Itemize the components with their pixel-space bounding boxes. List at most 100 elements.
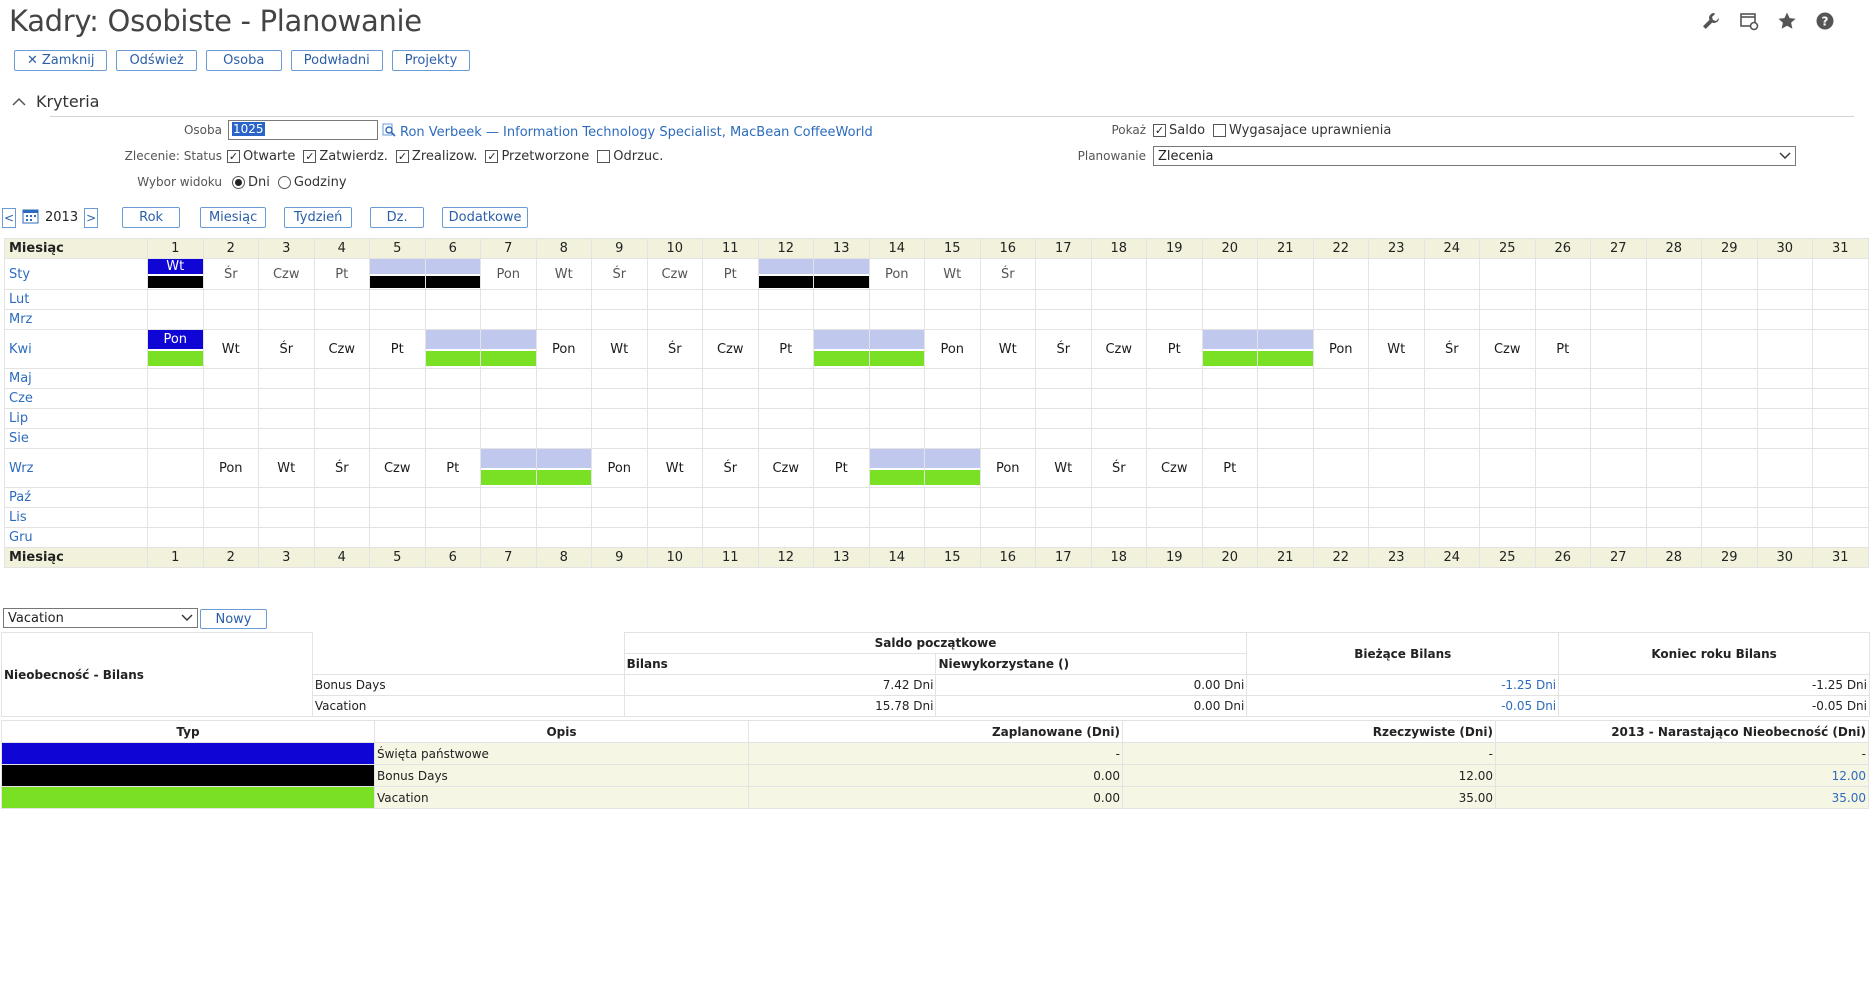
day-cell[interactable] [424,408,481,429]
day-cell[interactable] [1756,408,1813,429]
day-cell[interactable] [1645,388,1702,409]
day-cell[interactable] [1312,368,1369,389]
day-cell[interactable]: Pt [1146,329,1203,369]
day-cell[interactable]: Pon [868,258,925,290]
day-cell[interactable] [202,428,259,449]
day-cell[interactable] [1312,507,1369,528]
day-cell[interactable] [313,428,370,449]
day-cell[interactable] [1645,258,1702,290]
day-cell[interactable]: Czw [258,258,315,290]
row-current-link[interactable]: -0.05 Dni [1246,695,1560,717]
day-cell[interactable] [1312,388,1369,409]
day-cell[interactable] [1756,388,1813,409]
day-cell[interactable] [1756,487,1813,508]
day-cell[interactable]: Śr [1090,448,1147,488]
day-cell[interactable] [1534,258,1591,290]
day-cell[interactable]: Pon [202,448,259,488]
day-cell[interactable] [1590,258,1647,290]
day-cell[interactable] [1590,388,1647,409]
day-cell[interactable] [868,289,925,310]
month-label-link[interactable]: Wrz [4,448,148,488]
star-icon[interactable] [1776,10,1798,32]
day-cell[interactable] [1368,309,1425,330]
day-cell[interactable] [258,388,315,409]
day-cell[interactable] [1701,507,1758,528]
day-cell[interactable] [1479,507,1536,528]
day-cell[interactable] [1812,258,1869,290]
day-cell[interactable] [1312,428,1369,449]
day-cell[interactable] [480,309,537,330]
day-cell[interactable] [480,368,537,389]
day-cell[interactable] [535,388,592,409]
day-cell[interactable] [813,388,870,409]
day-cell[interactable] [1368,388,1425,409]
day-cell[interactable] [1035,309,1092,330]
day-cell[interactable] [313,527,370,548]
day-cell[interactable] [979,368,1036,389]
day-cell[interactable] [369,428,426,449]
day-cell[interactable] [1312,309,1369,330]
day-cell[interactable] [1479,309,1536,330]
day-cell[interactable] [1534,289,1591,310]
help-icon[interactable]: ? [1814,10,1836,32]
projects-button[interactable]: Projekty [391,50,471,71]
day-cell[interactable] [1812,527,1869,548]
day-cell[interactable] [1201,408,1258,429]
day-cell[interactable]: Śr [979,258,1036,290]
day-cell[interactable] [258,527,315,548]
day-cell[interactable] [813,258,870,290]
day-cell[interactable] [202,368,259,389]
day-cell[interactable] [1756,428,1813,449]
day-cell[interactable] [979,507,1036,528]
day-cell[interactable] [757,388,814,409]
day-cell[interactable]: Śr [646,329,703,369]
month-label-link[interactable]: Gru [4,527,148,548]
day-cell[interactable] [868,527,925,548]
day-cell[interactable]: Śr [313,448,370,488]
day-cell[interactable]: Wt [202,329,259,369]
day-cell[interactable] [147,507,204,528]
day-cell[interactable] [646,527,703,548]
day-cell[interactable] [313,289,370,310]
day-cell[interactable] [1146,487,1203,508]
day-cell[interactable] [979,527,1036,548]
day-cell[interactable] [202,289,259,310]
day-cell[interactable] [702,309,759,330]
day-cell[interactable] [1368,428,1425,449]
day-cell[interactable] [202,388,259,409]
month-label-link[interactable]: Lis [4,507,148,528]
day-cell[interactable]: Pon [591,448,648,488]
day-cell[interactable] [1257,309,1314,330]
day-cell[interactable] [1534,448,1591,488]
view-day-button[interactable]: Dz. [370,207,425,228]
show-balance-checkbox[interactable]: ✓ Saldo [1153,123,1206,138]
day-cell[interactable] [757,258,814,290]
day-cell[interactable] [1756,258,1813,290]
day-cell[interactable] [757,527,814,548]
day-cell[interactable] [702,388,759,409]
day-cell[interactable] [757,507,814,528]
day-cell[interactable] [1479,289,1536,310]
day-cell[interactable] [535,309,592,330]
day-cell[interactable] [1756,289,1813,310]
day-cell[interactable]: Śr [1035,329,1092,369]
day-cell[interactable]: Śr [202,258,259,290]
day-cell[interactable] [424,329,481,369]
day-cell[interactable] [313,388,370,409]
day-cell[interactable] [1312,487,1369,508]
month-label-link[interactable]: Lut [4,289,148,310]
day-cell[interactable] [1590,329,1647,369]
day-cell[interactable] [1701,428,1758,449]
day-cell[interactable] [1701,289,1758,310]
day-cell[interactable]: Śr [1423,329,1480,369]
day-cell[interactable] [1756,527,1813,548]
day-cell[interactable]: Czw [369,448,426,488]
day-cell[interactable] [1590,487,1647,508]
day-cell[interactable]: Czw [1479,329,1536,369]
day-cell[interactable] [1035,388,1092,409]
day-cell[interactable] [147,448,204,488]
day-cell[interactable] [1756,309,1813,330]
next-year-button[interactable]: > [84,207,99,228]
day-cell[interactable] [1090,368,1147,389]
day-cell[interactable] [1701,487,1758,508]
